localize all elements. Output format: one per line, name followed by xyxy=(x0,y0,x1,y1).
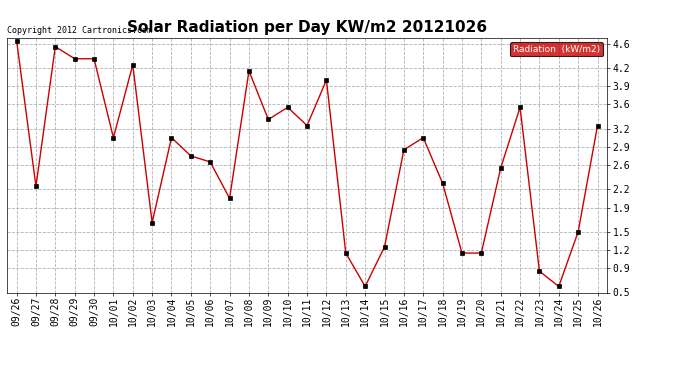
Legend: Radiation  (kW/m2): Radiation (kW/m2) xyxy=(510,42,602,56)
Title: Solar Radiation per Day KW/m2 20121026: Solar Radiation per Day KW/m2 20121026 xyxy=(127,20,487,35)
Text: Copyright 2012 Cartronics.com: Copyright 2012 Cartronics.com xyxy=(7,26,152,35)
